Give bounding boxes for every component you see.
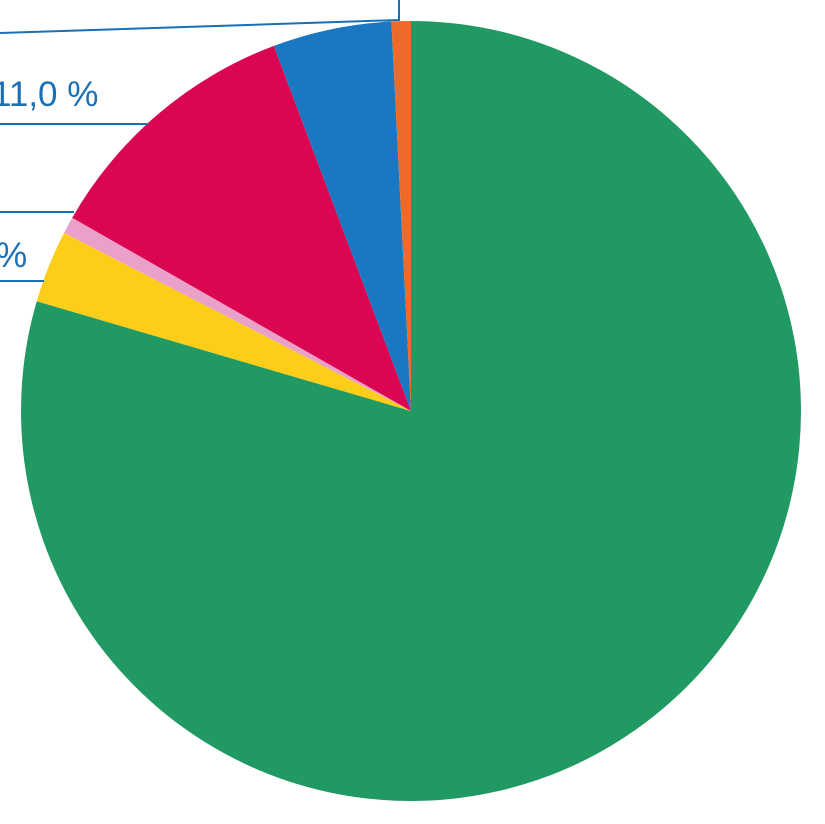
pie-slice-5 — [391, 21, 411, 411]
pie-slice-4 — [273, 21, 411, 411]
leader-line-top — [0, 0, 400, 34]
pie-slices — [21, 21, 802, 801]
pie-slice-2 — [64, 217, 411, 411]
data-labels: 11,0 % % — [0, 75, 98, 275]
pie-slice-1 — [36, 232, 411, 411]
pie-slice-3 — [72, 45, 411, 411]
data-label-partial: % — [0, 236, 27, 275]
leader-lines — [0, 0, 400, 282]
pie-slice-0 — [21, 21, 802, 801]
data-label-red: 11,0 % — [0, 75, 98, 114]
